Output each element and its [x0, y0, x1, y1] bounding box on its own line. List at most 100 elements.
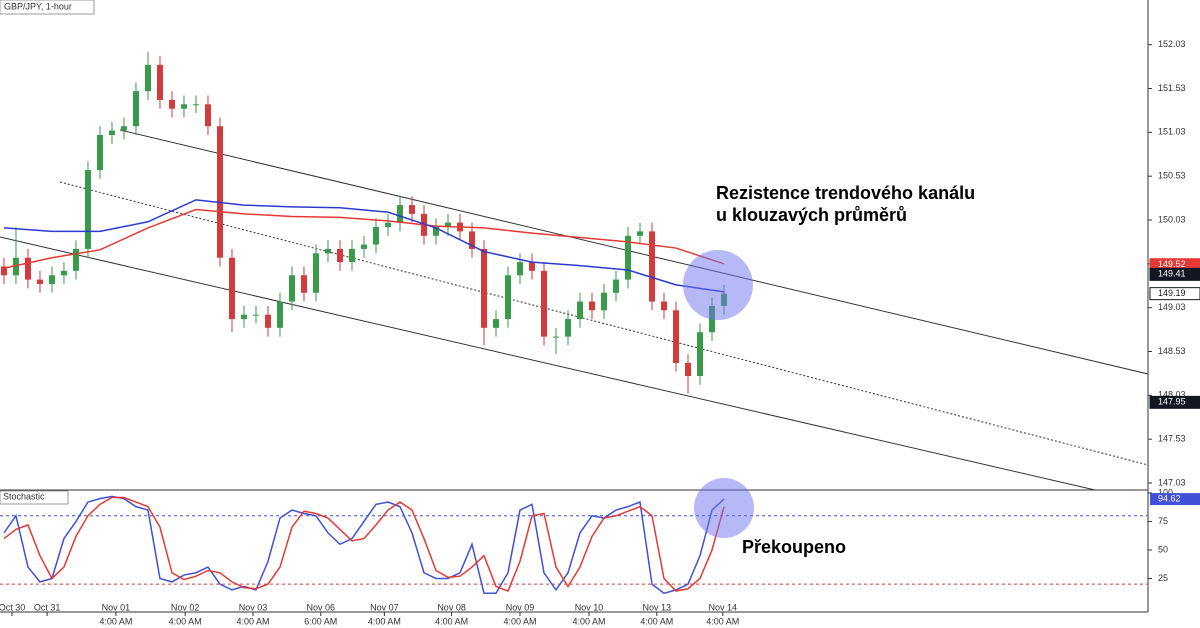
candle-body — [240, 314, 247, 320]
candle-body — [300, 275, 307, 293]
x-tick-label: Nov 10 — [575, 602, 604, 612]
annotation: Překoupeno — [742, 537, 846, 557]
candle-body — [625, 235, 632, 280]
x-tick-label: Nov 09 — [506, 602, 535, 612]
candle-body — [96, 134, 103, 171]
candle-body — [36, 279, 43, 285]
candle-body — [144, 64, 151, 92]
candle-body — [480, 248, 487, 328]
candle-body — [444, 222, 451, 228]
y-tick-label: 148.03 — [1158, 390, 1186, 400]
highlight-circle — [683, 250, 753, 320]
x-tick-label: Nov 08 — [437, 602, 466, 612]
candle-body — [180, 104, 187, 109]
chart-title: GBP/JPY, 1-hour — [4, 1, 72, 11]
candle-body — [156, 64, 163, 100]
x-tick-label: Nov 07 — [370, 602, 399, 612]
x-tick-label: Nov 02 — [171, 602, 200, 612]
x-tick-time: 4:00 AM — [706, 616, 739, 626]
candle-body — [324, 248, 331, 254]
price-label: 149.52 — [1158, 259, 1186, 269]
y-tick-label: 149.03 — [1158, 302, 1186, 312]
stochastic-line — [3, 496, 725, 592]
x-tick-label: Nov 03 — [239, 602, 268, 612]
x-tick-time: 4:00 AM — [99, 616, 132, 626]
candle-body — [649, 231, 656, 302]
title-box — [0, 490, 69, 505]
candle-body — [685, 362, 692, 377]
x-tick-label: Nov 14 — [709, 602, 738, 612]
candle-body — [108, 130, 115, 135]
candle-body — [528, 262, 535, 271]
channel-lower — [0, 236, 1096, 491]
candle-body — [432, 227, 439, 236]
y-tick-label: 100 — [1158, 487, 1173, 497]
y-tick-label: 75 — [1158, 516, 1168, 526]
y-tick-label: 151.53 — [1158, 83, 1186, 93]
candle-body — [504, 275, 511, 320]
moving-average — [3, 208, 725, 269]
annotation: u klouzavých průměrů — [716, 205, 907, 225]
moving-average — [3, 199, 725, 293]
candle-body — [264, 314, 271, 328]
channel-middle — [59, 181, 1149, 466]
candle-body — [48, 275, 55, 285]
candle-body — [288, 275, 295, 302]
candle-body — [577, 301, 584, 320]
price-label: 149.19 — [1158, 288, 1186, 298]
price-label: 147.95 — [1158, 397, 1186, 407]
candle-body — [396, 205, 403, 223]
indicator-title: Stochastic — [3, 491, 45, 501]
candle-body — [60, 270, 67, 276]
value-label: 94.62 — [1158, 493, 1181, 503]
x-tick-time: 4:00 AM — [236, 616, 269, 626]
candle-body — [72, 248, 79, 271]
highlight-circle — [694, 478, 754, 538]
candle-body — [384, 222, 391, 228]
candle-body — [372, 227, 379, 245]
y-tick-label: 150.03 — [1158, 214, 1186, 224]
candle-body — [168, 99, 175, 109]
candle-body — [228, 257, 235, 320]
candle-body — [673, 310, 680, 363]
x-tick-label: Oct 31 — [34, 602, 61, 612]
title-box — [0, 0, 95, 15]
candle-body — [348, 248, 355, 263]
candle-body — [601, 292, 608, 311]
x-tick-label: Oct 30 — [0, 602, 25, 612]
y-tick-label: 147.53 — [1158, 434, 1186, 444]
candle-body — [697, 332, 704, 377]
candle-body — [120, 126, 127, 131]
x-tick-time: 4:00 AM — [169, 616, 202, 626]
candle-body — [204, 104, 211, 127]
annotation: Rezistence trendového kanálu — [716, 183, 975, 203]
y-tick-label: 25 — [1158, 573, 1168, 583]
candle-body — [552, 336, 559, 338]
y-tick-label: 147.03 — [1158, 477, 1186, 487]
x-tick-label: Nov 13 — [643, 602, 672, 612]
candle-body — [336, 248, 343, 263]
candle-body — [216, 126, 223, 258]
x-tick-label: Nov 06 — [307, 602, 336, 612]
price-label-box — [1149, 395, 1200, 409]
x-tick-time: 4:00 AM — [640, 616, 673, 626]
candle-body — [192, 104, 199, 106]
value-label-box — [1150, 493, 1200, 506]
candle-body — [132, 91, 139, 127]
candle-body — [468, 231, 475, 249]
x-tick-time: 6:00 AM — [304, 616, 337, 626]
candle-body — [564, 319, 571, 337]
candle-body — [360, 244, 367, 249]
x-tick-time: 4:00 AM — [435, 616, 468, 626]
candle-body — [252, 314, 259, 316]
x-tick-time: 4:00 AM — [572, 616, 605, 626]
candle-body — [0, 266, 7, 276]
candle-body — [12, 257, 19, 276]
price-label-box — [1149, 267, 1200, 281]
x-tick-time: 4:00 AM — [368, 616, 401, 626]
y-tick-label: 148.53 — [1158, 346, 1186, 356]
candle-body — [408, 205, 415, 214]
x-tick-label: Nov 01 — [102, 602, 131, 612]
y-tick-label: 150.53 — [1158, 171, 1186, 181]
